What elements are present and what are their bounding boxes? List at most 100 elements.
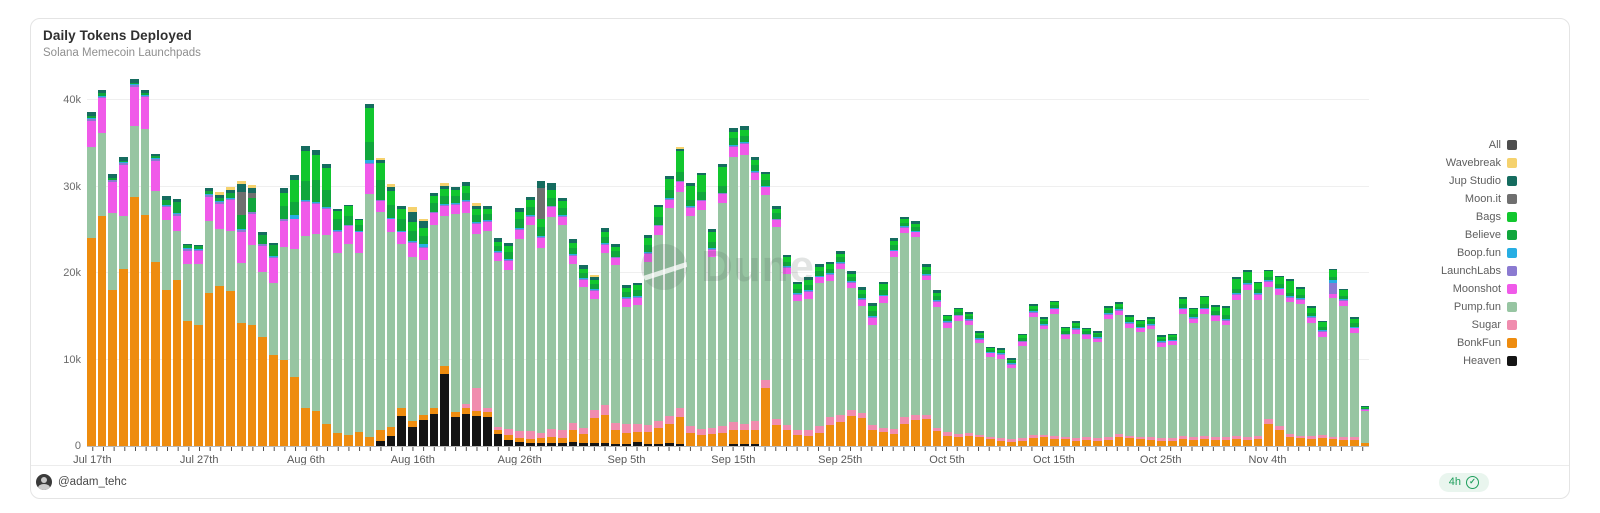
bar-segment-bonkfun[interactable] (1360, 443, 1370, 446)
bar-segment-bonkfun[interactable] (1093, 440, 1102, 446)
stacked-bar[interactable] (108, 73, 118, 446)
bar-segment-believe[interactable] (1007, 361, 1017, 363)
bar-segment-pump-fun[interactable] (1028, 317, 1038, 435)
bar-segment-bonkfun[interactable] (632, 432, 642, 442)
bar-segment-bonkfun[interactable] (1349, 439, 1359, 446)
bar-segment-believe[interactable] (793, 288, 803, 293)
bar-segment-sugar[interactable] (986, 436, 995, 440)
stacked-bar[interactable] (301, 73, 310, 446)
bar-segment-moonshot[interactable] (1125, 324, 1134, 328)
bar-segment-boop-fun[interactable] (386, 217, 396, 219)
bar-segment-pump-fun[interactable] (729, 157, 738, 422)
bar-segment-boop-fun[interactable] (975, 337, 985, 339)
bar-segment-bags[interactable] (879, 284, 888, 290)
bar-segment-jup-studio[interactable] (129, 79, 139, 83)
bar-segment-bonkfun[interactable] (1146, 439, 1156, 446)
bar-segment-believe[interactable] (761, 179, 770, 186)
bar-segment-launchlabs[interactable] (1018, 341, 1027, 343)
bar-segment-boop-fun[interactable] (782, 266, 792, 267)
bar-segment-believe[interactable] (375, 180, 385, 200)
bar-segment-jup-studio[interactable] (1242, 270, 1252, 273)
bar-segment-boop-fun[interactable] (557, 215, 567, 216)
bar-segment-launchlabs[interactable] (183, 248, 193, 251)
bar-segment-bags[interactable] (365, 107, 374, 143)
bar-segment-boop-fun[interactable] (986, 351, 995, 353)
bar-segment-bonkfun[interactable] (761, 388, 770, 446)
bar-segment-moonshot[interactable] (215, 203, 225, 229)
bar-segment-boop-fun[interactable] (258, 243, 267, 245)
bar-segment-jup-studio[interactable] (697, 172, 706, 176)
bar-segment-launchlabs[interactable] (1157, 342, 1167, 344)
bar-segment-believe[interactable] (1307, 312, 1316, 317)
bar-segment-bonkfun[interactable] (772, 425, 781, 446)
bar-segment-sugar[interactable] (697, 428, 706, 435)
bar-segment-moon-it[interactable] (236, 191, 246, 216)
bar-segment-believe[interactable] (664, 190, 674, 198)
bar-segment-pump-fun[interactable] (1253, 299, 1263, 436)
bar-segment-jup-studio[interactable] (161, 196, 171, 200)
bar-segment-jup-studio[interactable] (504, 242, 514, 247)
bar-segment-bonkfun[interactable] (836, 421, 845, 446)
bar-segment-pump-fun[interactable] (418, 260, 428, 415)
bar-segment-bonkfun[interactable] (1114, 437, 1124, 446)
bar-segment-launchlabs[interactable] (1339, 299, 1348, 301)
bar-segment-launchlabs[interactable] (900, 227, 910, 229)
stacked-bar[interactable] (1060, 73, 1070, 446)
bar-segment-pump-fun[interactable] (226, 230, 235, 292)
bar-segment-boop-fun[interactable] (1221, 318, 1231, 320)
bar-segment-jup-studio[interactable] (1349, 317, 1359, 319)
bar-segment-boop-fun[interactable] (643, 252, 653, 254)
bar-segment-wavebreak[interactable] (386, 183, 396, 188)
bar-segment-wavebreak[interactable] (236, 181, 246, 184)
bar-segment-bags[interactable] (1028, 305, 1038, 309)
bar-segment-jup-studio[interactable] (450, 186, 460, 191)
bar-segment-launchlabs[interactable] (986, 352, 995, 354)
legend-item-heaven[interactable]: Heaven (1441, 355, 1517, 367)
bar-segment-moonshot[interactable] (643, 254, 653, 262)
stacked-bar[interactable] (750, 73, 760, 446)
bar-segment-boop-fun[interactable] (675, 180, 685, 182)
bar-segment-heaven[interactable] (429, 414, 439, 446)
bar-segment-bonkfun[interactable] (686, 433, 696, 446)
bar-segment-moonshot[interactable] (975, 339, 985, 344)
stacked-bar[interactable] (729, 73, 738, 446)
stacked-bar[interactable] (643, 73, 653, 446)
bar-segment-bonkfun[interactable] (386, 426, 396, 436)
bar-segment-bonkfun[interactable] (375, 430, 385, 441)
stacked-bar[interactable] (1178, 73, 1188, 446)
bar-segment-believe[interactable] (333, 219, 342, 230)
bar-segment-jup-studio[interactable] (119, 157, 128, 161)
bar-segment-pump-fun[interactable] (590, 298, 599, 410)
bar-segment-sugar[interactable] (1232, 435, 1241, 440)
bar-segment-bags[interactable] (1349, 318, 1359, 324)
bar-segment-jup-studio[interactable] (547, 183, 556, 191)
bar-segment-believe[interactable] (1168, 337, 1177, 340)
stacked-bar[interactable] (739, 73, 749, 446)
bar-segment-believe[interactable] (1039, 321, 1049, 325)
bar-segment-pump-fun[interactable] (825, 280, 835, 418)
bar-segment-sugar[interactable] (996, 438, 1006, 441)
bar-segment-pump-fun[interactable] (258, 272, 267, 338)
bar-segment-bonkfun[interactable] (675, 417, 685, 445)
bar-segment-launchlabs[interactable] (301, 201, 310, 203)
bar-segment-jup-studio[interactable] (365, 103, 374, 108)
bar-segment-launchlabs[interactable] (450, 203, 460, 205)
bar-segment-bags[interactable] (290, 179, 300, 203)
bar-segment-believe[interactable] (397, 219, 407, 231)
bar-segment-bags[interactable] (729, 132, 738, 139)
stacked-bar[interactable] (365, 73, 374, 446)
bar-segment-sugar[interactable] (1168, 438, 1177, 441)
bar-segment-heaven[interactable] (622, 444, 631, 446)
bar-segment-bags[interactable] (846, 273, 856, 278)
bar-segment-sugar[interactable] (1285, 433, 1295, 438)
bar-segment-pump-fun[interactable] (215, 228, 225, 286)
bar-segment-bonkfun[interactable] (953, 437, 963, 446)
bar-segment-pump-fun[interactable] (343, 243, 353, 435)
bar-segment-jup-studio[interactable] (761, 171, 770, 175)
stacked-bar[interactable] (1071, 73, 1081, 446)
bar-segment-jup-studio[interactable] (643, 235, 653, 238)
bar-segment-pump-fun[interactable] (750, 180, 760, 421)
bar-segment-believe[interactable] (1157, 338, 1167, 342)
bar-segment-believe[interactable] (268, 245, 278, 256)
bar-segment-jup-studio[interactable] (664, 176, 674, 179)
